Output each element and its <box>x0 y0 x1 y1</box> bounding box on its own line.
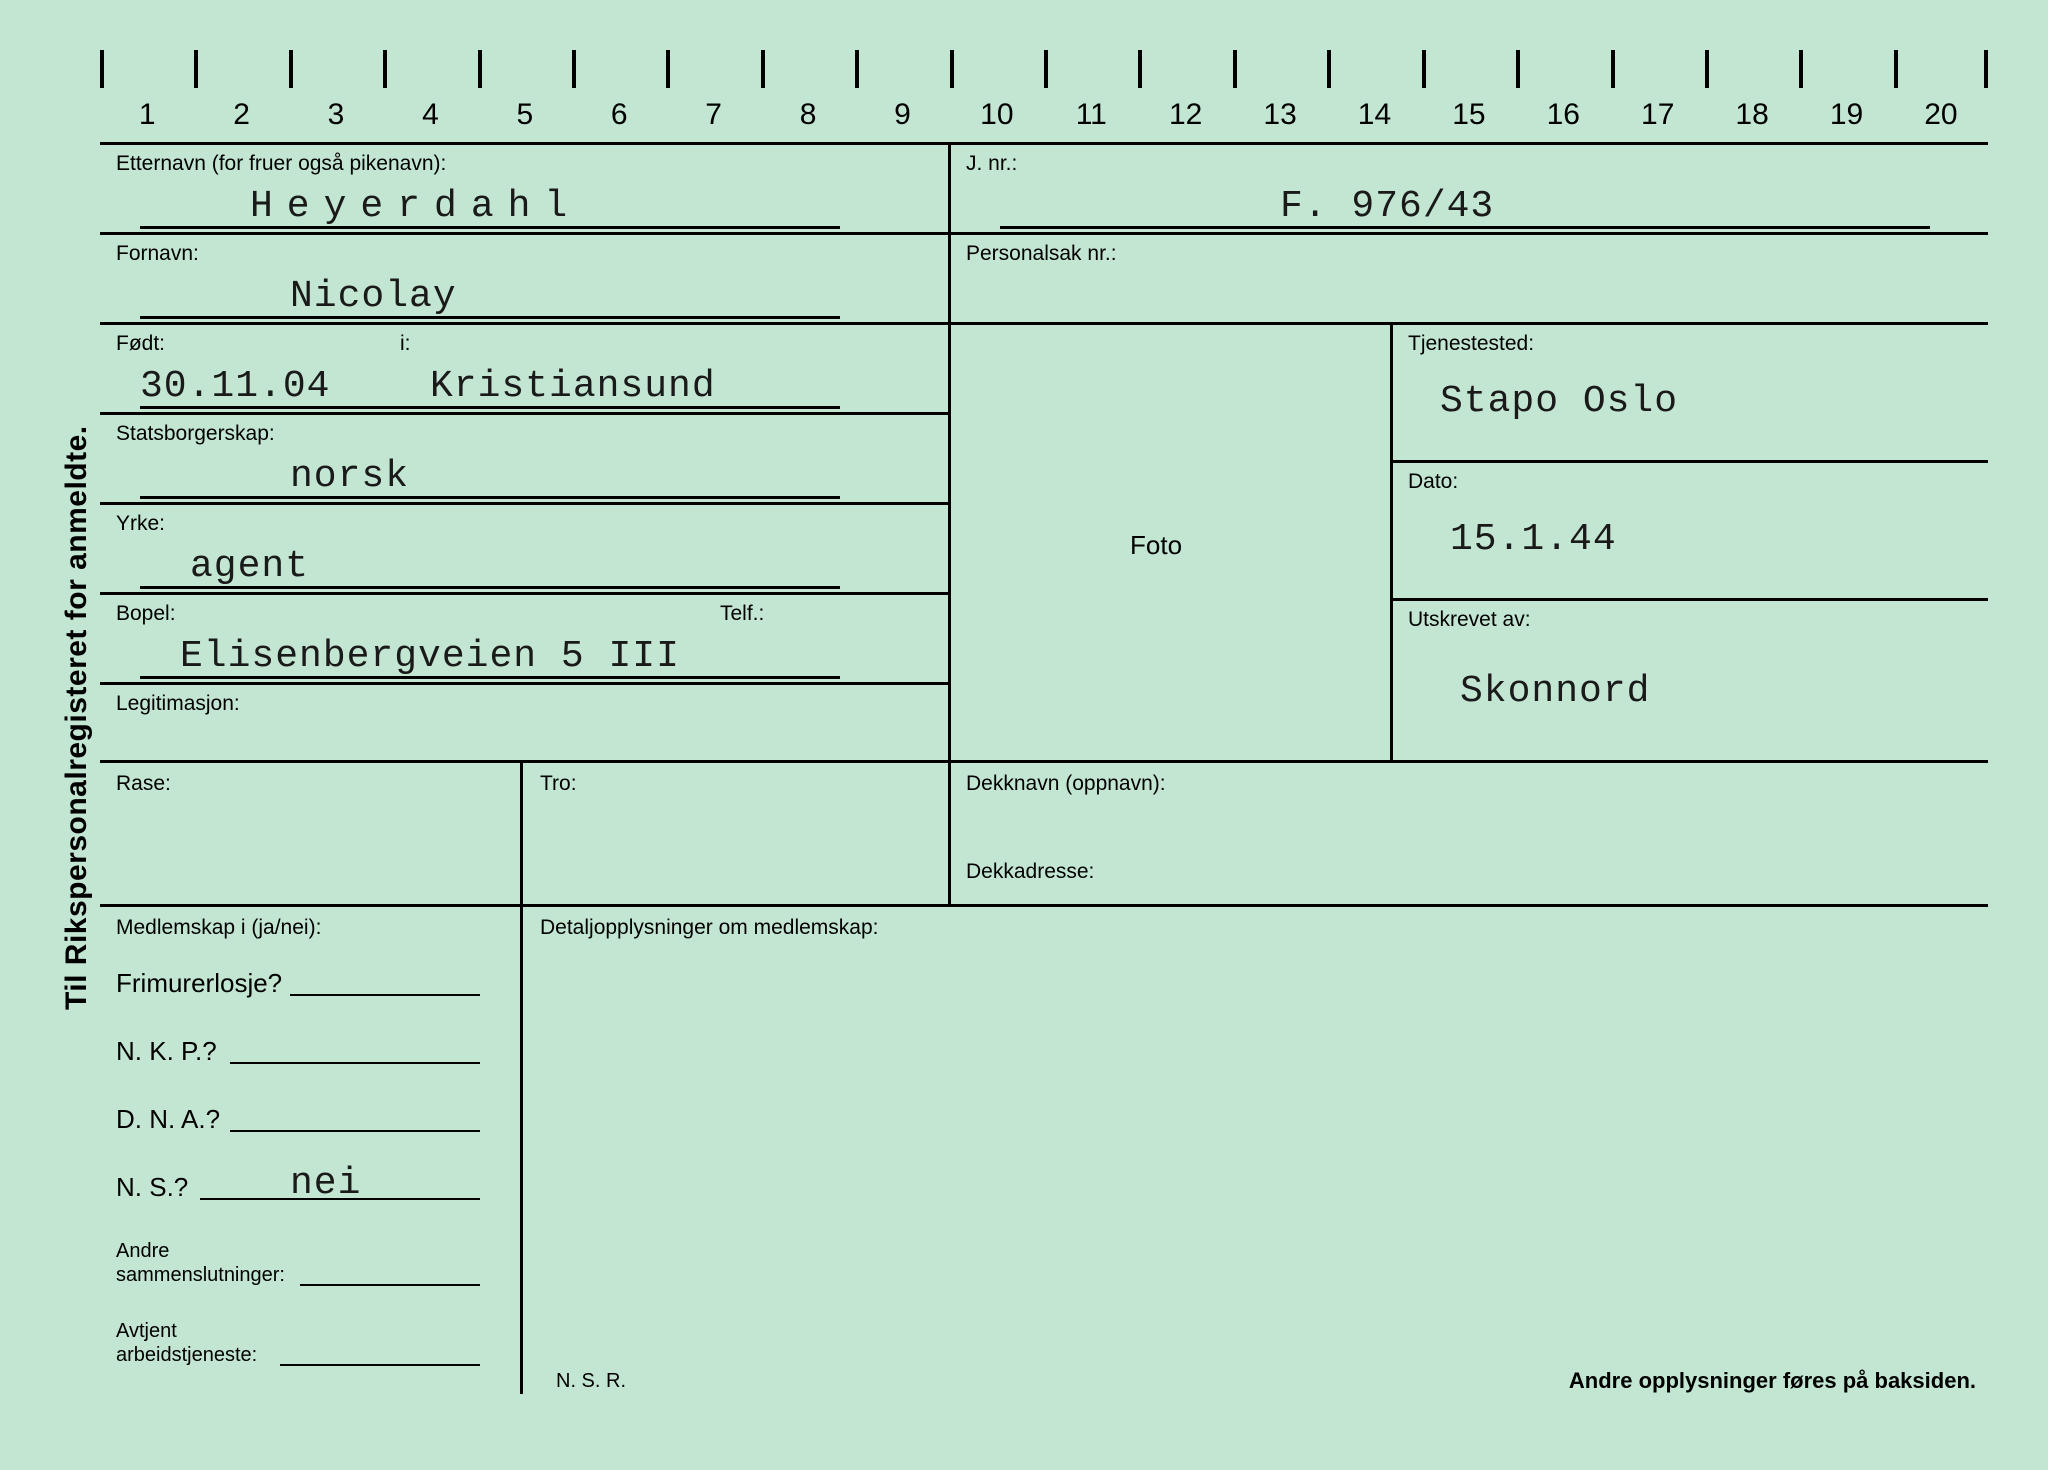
underline <box>140 226 840 229</box>
label-fodt-i: i: <box>400 332 411 356</box>
label-foto: Foto <box>1130 530 1182 561</box>
underline <box>290 994 480 996</box>
value-dato: 15.1.44 <box>1450 518 1617 561</box>
side-title: Til Rikspersonalregisteret for anmeldte. <box>60 425 94 1010</box>
ruler-slot: 3 <box>289 50 383 140</box>
underline <box>1000 226 1930 229</box>
underline <box>140 496 840 499</box>
ruler-slot: 7 <box>666 50 760 140</box>
ruler-slot: 5 <box>478 50 572 140</box>
underline <box>280 1364 480 1366</box>
line <box>1390 460 1988 463</box>
line <box>100 682 948 685</box>
line <box>100 592 948 595</box>
ruler-slot: 8 <box>761 50 855 140</box>
label-avtjent1: Avtjent <box>116 1320 177 1343</box>
label-avtjent2: arbeidstjeneste: <box>116 1344 257 1367</box>
label-tjenestested: Tjenestested: <box>1408 332 1534 356</box>
ruler-slot: 19 <box>1799 50 1893 140</box>
line <box>100 322 1988 325</box>
label-nsr: N. S. R. <box>556 1370 626 1393</box>
label-personalsak: Personalsak nr.: <box>966 242 1117 266</box>
label-dna: D. N. A.? <box>116 1104 220 1135</box>
ruler-slot: 18 <box>1705 50 1799 140</box>
label-stats: Statsborgerskap: <box>116 422 275 446</box>
vline <box>520 760 523 904</box>
value-bopel: Elisenbergveien 5 III <box>180 635 680 678</box>
label-etternavn: Etternavn (for fruer også pikenavn): <box>116 152 446 176</box>
vline <box>948 142 951 904</box>
label-yrke: Yrke: <box>116 512 165 536</box>
underline <box>200 1198 480 1200</box>
line <box>100 232 1988 235</box>
line <box>100 502 948 505</box>
ruler-slot: 20 <box>1894 50 1988 140</box>
line <box>100 760 1988 763</box>
registry-card: Til Rikspersonalregisteret for anmeldte.… <box>0 0 2048 1470</box>
line <box>100 904 1988 907</box>
ruler-slot: 11 <box>1044 50 1138 140</box>
value-tjenestested: Stapo Oslo <box>1440 380 1678 423</box>
value-yrke: agent <box>190 545 309 588</box>
label-telf: Telf.: <box>720 602 764 626</box>
ruler-slot: 12 <box>1138 50 1232 140</box>
label-tro: Tro: <box>540 772 577 796</box>
value-fornavn: Nicolay <box>290 275 457 318</box>
label-ns: N. S.? <box>116 1172 188 1203</box>
underline <box>140 586 840 589</box>
vline <box>520 904 523 1394</box>
ruler-slot: 14 <box>1327 50 1421 140</box>
underline <box>300 1284 480 1286</box>
underline <box>140 406 840 409</box>
ruler-slot: 17 <box>1611 50 1705 140</box>
ruler-slot: 1 <box>100 50 194 140</box>
ruler-slot: 6 <box>572 50 666 140</box>
ruler-slot: 4 <box>383 50 477 140</box>
label-utskrevet: Utskrevet av: <box>1408 608 1531 632</box>
line <box>100 412 948 415</box>
label-frimurer: Frimurerlosje? <box>116 968 282 999</box>
value-stats: norsk <box>290 455 409 498</box>
ruler-slot: 9 <box>855 50 949 140</box>
label-bopel: Bopel: <box>116 602 176 626</box>
ruler-slot: 2 <box>194 50 288 140</box>
underline <box>230 1062 480 1064</box>
value-etternavn: Heyerdahl <box>250 185 581 228</box>
label-andre-samm2: sammenslutninger: <box>116 1264 285 1287</box>
label-medlemskap: Medlemskap i (ja/nei): <box>116 916 321 940</box>
value-jnr: F. 976/43 <box>1280 185 1494 228</box>
value-fodt: 30.11.04 <box>140 365 330 408</box>
ruler-slot: 16 <box>1516 50 1610 140</box>
footer-note: Andre opplysninger føres på baksiden. <box>1569 1368 1976 1394</box>
value-fodt-i: Kristiansund <box>430 365 716 408</box>
label-detalj: Detaljopplysninger om medlemskap: <box>540 916 879 940</box>
ruler-slot: 15 <box>1422 50 1516 140</box>
underline <box>140 316 840 319</box>
line <box>100 142 1988 145</box>
vline <box>1390 322 1393 760</box>
value-utskrevet: Skonnord <box>1460 670 1650 713</box>
label-nkp: N. K. P.? <box>116 1036 217 1067</box>
label-jnr: J. nr.: <box>966 152 1017 176</box>
ruler-slot: 10 <box>950 50 1044 140</box>
label-dekknavn: Dekknavn (oppnavn): <box>966 772 1166 796</box>
label-fodt: Født: <box>116 332 165 356</box>
ruler-slot: 13 <box>1233 50 1327 140</box>
line <box>1390 598 1988 601</box>
label-dekkadresse: Dekkadresse: <box>966 860 1094 884</box>
underline <box>140 676 840 679</box>
ruler: 1234567891011121314151617181920 <box>100 50 1988 140</box>
label-legitimasjon: Legitimasjon: <box>116 692 240 716</box>
label-andre-samm1: Andre <box>116 1240 169 1263</box>
label-fornavn: Fornavn: <box>116 242 199 266</box>
label-dato: Dato: <box>1408 470 1458 494</box>
label-rase: Rase: <box>116 772 171 796</box>
underline <box>230 1130 480 1132</box>
